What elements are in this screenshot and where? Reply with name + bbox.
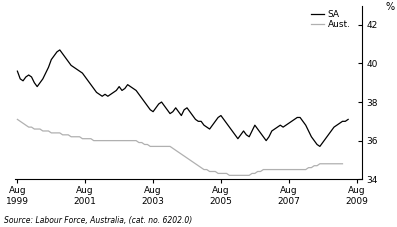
SA (86, 79, 91, 82)
SA (278, 124, 283, 126)
Aust. (15, 118, 20, 121)
Text: Source: Labour Force, Australia, (cat. no. 6202.0): Source: Labour Force, Australia, (cat. n… (4, 216, 192, 225)
SA (346, 118, 351, 121)
SA (15, 70, 20, 72)
Aust. (289, 168, 294, 171)
Line: Aust.: Aust. (17, 119, 343, 175)
Aust. (125, 139, 130, 142)
Aust. (213, 170, 218, 173)
Aust. (281, 168, 285, 171)
Aust. (227, 174, 232, 177)
Y-axis label: %: % (385, 2, 395, 12)
SA (318, 145, 322, 148)
SA (131, 87, 136, 90)
SA (247, 135, 252, 138)
SA (272, 128, 277, 130)
SA (52, 54, 56, 57)
SA (58, 49, 62, 51)
Aust. (235, 174, 240, 177)
Line: SA: SA (17, 50, 348, 146)
Aust. (340, 162, 345, 165)
Legend: SA, Aust.: SA, Aust. (310, 10, 351, 30)
Aust. (318, 162, 322, 165)
